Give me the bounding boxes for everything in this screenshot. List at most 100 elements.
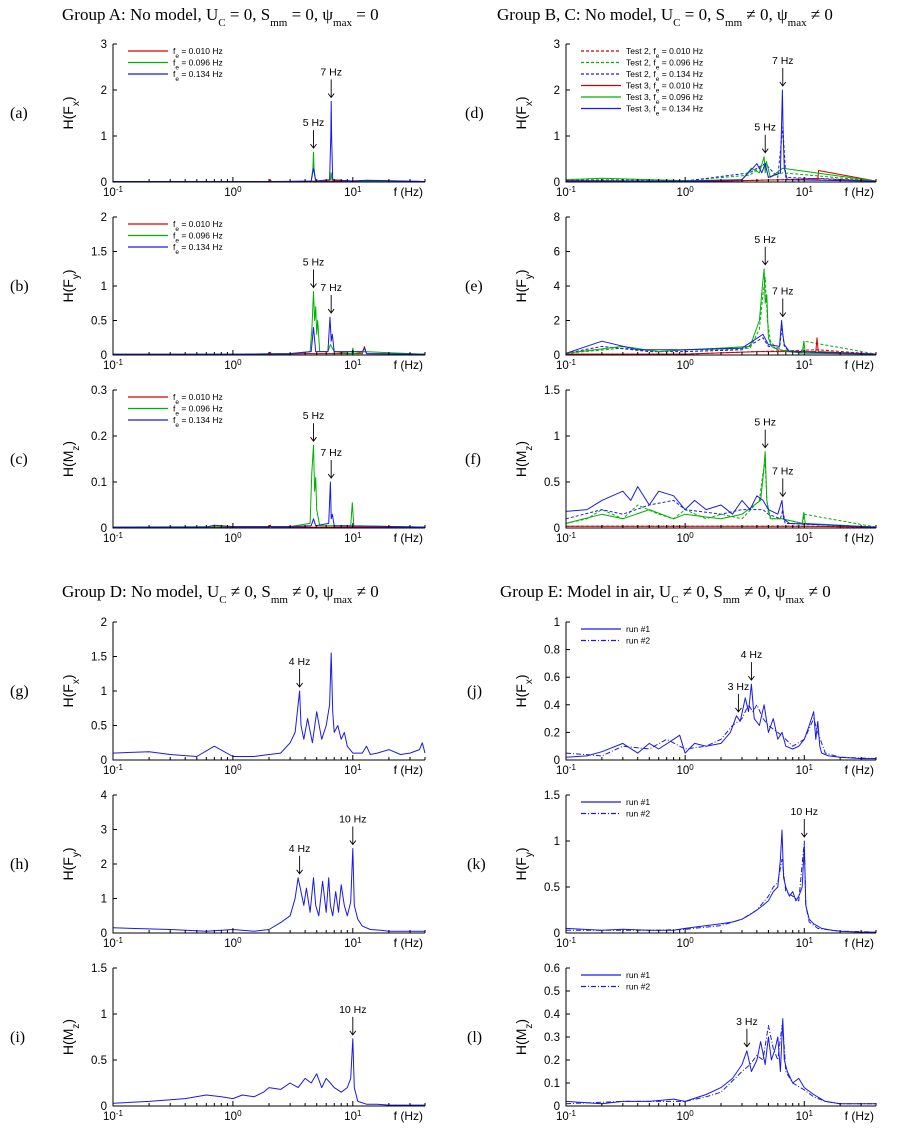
x-tick-label: 101 xyxy=(796,358,814,373)
panel-f: 0 0.5 1 1.5 10-1 100 101 f (Hz) H(Mz) (f) 5 Hz 7 Hz xyxy=(465,385,877,546)
x-axis-label: f (Hz) xyxy=(394,358,423,372)
annotation-arrow xyxy=(761,429,769,449)
legend-label: run #2 xyxy=(626,809,650,819)
x-tick-label: 100 xyxy=(677,185,695,200)
panel-j: 0 0.2 0.4 0.6 0.8 1 10-1 100 101 f (Hz) H(Fx) (j) ru… xyxy=(467,617,877,778)
panel-letter: (l) xyxy=(467,1029,482,1046)
y-tick-label: 0 xyxy=(101,177,107,189)
legend-label: Test 2, fe = 0.010 Hz xyxy=(626,46,703,60)
x-tick-label: 10-1 xyxy=(556,763,576,778)
group-title-0: Group A: No model, UC = 0, Smm = 0, ψmax… xyxy=(62,5,379,29)
x-tick-label: 100 xyxy=(224,185,242,200)
legend-label: Test 3, fe = 0.134 Hz xyxy=(626,104,703,118)
y-tick-label: 0.4 xyxy=(544,1009,561,1021)
annotation-label: 7 Hz xyxy=(320,67,342,79)
series-line-0 xyxy=(565,683,876,760)
y-axis-label: H(Fx) xyxy=(60,97,82,130)
x-tick-label: 100 xyxy=(677,531,695,546)
annotation-label: 5 Hz xyxy=(303,410,325,422)
x-tick-label: 101 xyxy=(344,531,362,546)
y-tick-label: 1.5 xyxy=(91,963,107,975)
x-tick-label: 101 xyxy=(344,358,362,373)
y-tick-label: 1.5 xyxy=(91,652,107,664)
x-tick-label: 100 xyxy=(224,358,242,373)
axes xyxy=(112,217,425,356)
x-tick-label: 101 xyxy=(796,936,814,951)
y-tick-label: 0 xyxy=(101,523,107,535)
annotation-label: 5 Hz xyxy=(303,117,325,129)
y-tick-label: 1 xyxy=(554,131,560,143)
y-tick-label: 1 xyxy=(101,686,107,698)
panel-a: 0 1 2 3 10-1 100 101 f (Hz) H(Fx) (a) fe = 0.010 H… xyxy=(10,39,426,200)
y-axis-label: H(Mz) xyxy=(513,1019,535,1055)
annotation-arrow xyxy=(296,855,303,875)
series-line-1 xyxy=(565,704,877,760)
series-line-1 xyxy=(565,276,877,355)
x-tick-label: 101 xyxy=(344,763,362,778)
y-tick-label: 0.4 xyxy=(544,700,561,712)
series-line-0 xyxy=(112,1038,425,1106)
panel-letter: (j) xyxy=(467,683,482,700)
x-axis-label: f (Hz) xyxy=(394,763,423,777)
axes xyxy=(565,795,876,934)
y-tick-label: 1 xyxy=(101,1009,107,1021)
y-tick-label: 1 xyxy=(101,131,107,143)
series-line-1 xyxy=(566,163,877,182)
panel-letter: (c) xyxy=(10,451,28,468)
annotation-label: 7 Hz xyxy=(772,465,794,477)
x-axis-label: f (Hz) xyxy=(845,1109,874,1123)
annotation-arrow xyxy=(296,669,303,688)
x-tick-label: 10-1 xyxy=(103,1109,123,1124)
series-line-5 xyxy=(565,89,877,182)
legend-label: Test 3, fe = 0.096 Hz xyxy=(626,92,703,106)
legend-label: run #2 xyxy=(626,636,650,646)
x-tick-label: 10-1 xyxy=(556,1109,576,1124)
y-tick-label: 3 xyxy=(101,39,107,51)
x-axis-label: f (Hz) xyxy=(394,185,423,199)
series-line-1 xyxy=(566,840,877,933)
annotation-label: 10 Hz xyxy=(339,1004,366,1016)
series-line-0 xyxy=(565,829,876,933)
legend-label: fe = 0.010 Hz xyxy=(173,219,223,233)
y-tick-label: 1 xyxy=(101,281,107,293)
y-tick-label: 2 xyxy=(101,85,107,97)
annotation-arrow xyxy=(327,295,335,314)
x-axis-label: f (Hz) xyxy=(394,936,423,950)
annotation-arrow xyxy=(779,478,787,498)
group-title-2: Group D: No model, UC ≠ 0, Smm ≠ 0, ψmax… xyxy=(62,582,379,606)
x-tick-label: 10-1 xyxy=(556,936,576,951)
y-tick-label: 0 xyxy=(554,1101,560,1113)
panel-letter: (i) xyxy=(10,1029,25,1046)
series-line-2 xyxy=(565,499,877,528)
legend-label: run #2 xyxy=(626,982,650,992)
panel-k: 0 0.5 1 1.5 10-1 100 101 f (Hz) H(Fy) (k) run #1 ru… xyxy=(467,790,877,951)
x-tick-label: 100 xyxy=(224,531,242,546)
y-tick-label: 0.5 xyxy=(544,477,560,489)
annotation-arrow xyxy=(735,693,742,713)
y-tick-label: 0 xyxy=(554,350,560,362)
axes xyxy=(565,968,876,1107)
x-axis-label: f (Hz) xyxy=(845,936,874,950)
series-line-0 xyxy=(112,652,426,757)
series-line-5 xyxy=(565,486,877,528)
x-tick-label: 10-1 xyxy=(103,358,123,373)
x-axis-label: f (Hz) xyxy=(845,763,874,777)
x-tick-label: 101 xyxy=(796,763,814,778)
y-tick-label: 0.3 xyxy=(91,385,107,397)
annotation-label: 7 Hz xyxy=(772,286,794,298)
x-tick-label: 10-1 xyxy=(103,763,123,778)
annotation-label: 10 Hz xyxy=(339,813,366,825)
y-tick-label: 4 xyxy=(101,790,108,802)
x-tick-label: 10-1 xyxy=(556,185,576,200)
panel-letter: (g) xyxy=(10,683,29,700)
series-line-5 xyxy=(565,320,877,355)
y-tick-label: 1 xyxy=(554,617,560,629)
y-tick-label: 2 xyxy=(101,859,107,871)
y-tick-label: 0.5 xyxy=(544,882,560,894)
annotation-label: 3 Hz xyxy=(736,1016,758,1028)
series-line-2 xyxy=(113,316,426,355)
x-tick-label: 101 xyxy=(796,531,814,546)
y-tick-label: 1.5 xyxy=(544,790,560,802)
y-axis-label: H(Mz) xyxy=(60,441,82,477)
y-tick-label: 3 xyxy=(101,825,107,837)
